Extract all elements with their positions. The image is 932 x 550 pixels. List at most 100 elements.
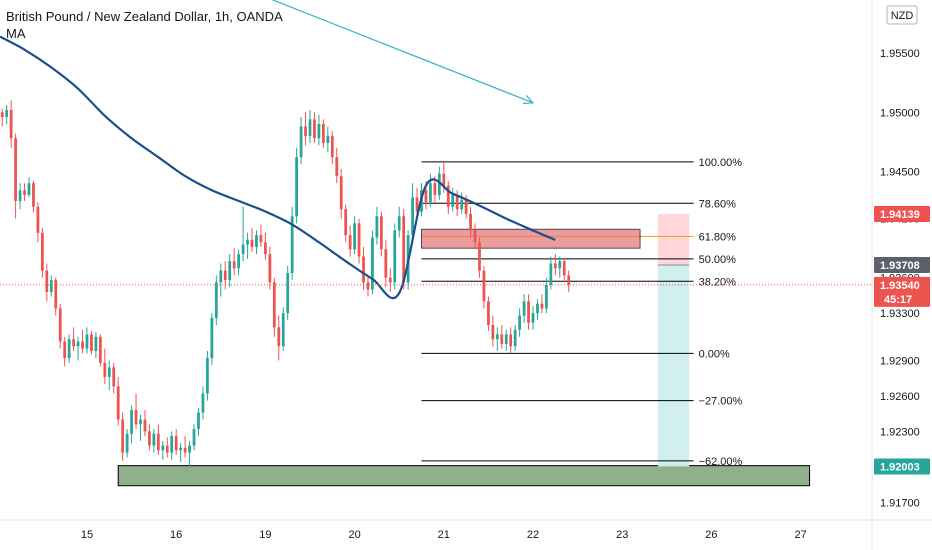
candle-body: [174, 436, 178, 451]
candle-body: [504, 334, 508, 344]
candle-body: [397, 216, 401, 231]
candle-body: [125, 433, 129, 453]
candle-body: [237, 254, 241, 269]
candle-body: [469, 213, 472, 231]
candle-body: [313, 119, 316, 139]
candle-body: [161, 445, 165, 451]
y-tick-label: 1.92300: [880, 426, 920, 438]
candle-body: [518, 315, 522, 330]
candle-body: [264, 242, 267, 255]
candle-body: [58, 308, 62, 342]
candle-body: [90, 334, 93, 351]
countdown-label: 45:17: [884, 294, 912, 306]
candle-body: [286, 273, 290, 314]
candle-body: [348, 235, 352, 250]
y-tick-label: 1.92900: [880, 355, 920, 367]
candle-body: [241, 244, 245, 255]
price-tag-target: [874, 458, 930, 475]
candle-body: [362, 256, 365, 283]
candle-body: [357, 223, 361, 257]
candle-body: [81, 341, 84, 349]
candle-body: [411, 197, 414, 236]
candle-body: [295, 157, 298, 217]
x-tick-label: 16: [170, 529, 182, 541]
candle-body: [5, 109, 9, 117]
candle-body: [553, 263, 557, 269]
candle-body: [335, 157, 339, 177]
x-tick-label: 27: [795, 529, 807, 541]
candle-body: [429, 183, 432, 203]
x-tick-label: 22: [527, 529, 539, 541]
candle-body: [183, 447, 187, 453]
y-tick-label: 1.95000: [880, 107, 920, 119]
candle-body: [353, 223, 356, 250]
candle-body: [540, 303, 544, 309]
candle-body: [206, 358, 209, 394]
candle-body: [495, 334, 499, 340]
candle-body: [442, 173, 446, 186]
candle-body: [536, 303, 539, 314]
candle-body: [366, 282, 370, 290]
candle-body: [0, 112, 4, 117]
candle-body: [478, 242, 481, 271]
candle-body: [464, 199, 468, 214]
candle-body: [330, 135, 334, 158]
candle-body: [9, 109, 13, 139]
candle-body: [170, 436, 174, 453]
fib-label: 0.00%: [699, 348, 730, 360]
price-tag-stop: [874, 206, 930, 223]
candle-body: [85, 334, 89, 349]
fib-label: −27.00%: [699, 396, 743, 408]
candle-body: [192, 429, 196, 446]
candle-body: [188, 445, 191, 453]
fib-label: 100.00%: [699, 157, 743, 169]
candle-body: [491, 325, 495, 340]
candle-body: [339, 176, 343, 210]
y-tick-label: 1.91700: [880, 497, 920, 509]
candle-body: [446, 185, 450, 207]
price-tag-last: [874, 276, 930, 307]
candle-body: [379, 216, 383, 250]
candle-body: [549, 263, 553, 285]
y-tick-label: 1.93300: [880, 308, 920, 320]
fib-label: 78.60%: [699, 198, 737, 210]
y-tick-label: 1.94500: [880, 166, 920, 178]
candle-body: [304, 126, 307, 136]
x-tick-label: 19: [259, 529, 271, 541]
candle-body: [527, 301, 530, 323]
trend-arrow: [271, 0, 534, 104]
x-tick-label: 26: [705, 529, 717, 541]
candle-body: [72, 339, 75, 347]
x-tick-label: 20: [348, 529, 360, 541]
stop-loss-zone: [657, 214, 690, 265]
candle-body: [321, 124, 325, 143]
price-tag-label: 1.94139: [880, 209, 920, 221]
candle-body: [143, 419, 147, 432]
fib-label: −62.00%: [699, 456, 743, 468]
candle-body: [545, 284, 548, 309]
candle-body: [299, 126, 303, 158]
candle-body: [371, 237, 374, 290]
candle-body: [67, 339, 71, 359]
take-profit-zone: [657, 264, 690, 467]
candle-body: [317, 124, 321, 139]
currency-badge: [886, 5, 918, 25]
fib-label: 61.80%: [699, 231, 737, 243]
candle-body: [290, 216, 294, 273]
candle-body: [165, 445, 169, 453]
candle-body: [219, 270, 223, 283]
candle-body: [63, 341, 67, 359]
candle-body: [49, 280, 53, 292]
candle-body: [255, 235, 258, 247]
candle-body: [27, 183, 31, 195]
candle-body: [197, 412, 200, 429]
candle-body: [94, 336, 98, 351]
candle-body: [567, 275, 571, 285]
candle-body: [415, 197, 419, 212]
candle-body: [210, 317, 214, 359]
candle-body: [277, 327, 281, 347]
candle-body: [223, 270, 227, 281]
candle-body: [139, 419, 142, 425]
y-tick-label: 1.92600: [880, 391, 920, 403]
